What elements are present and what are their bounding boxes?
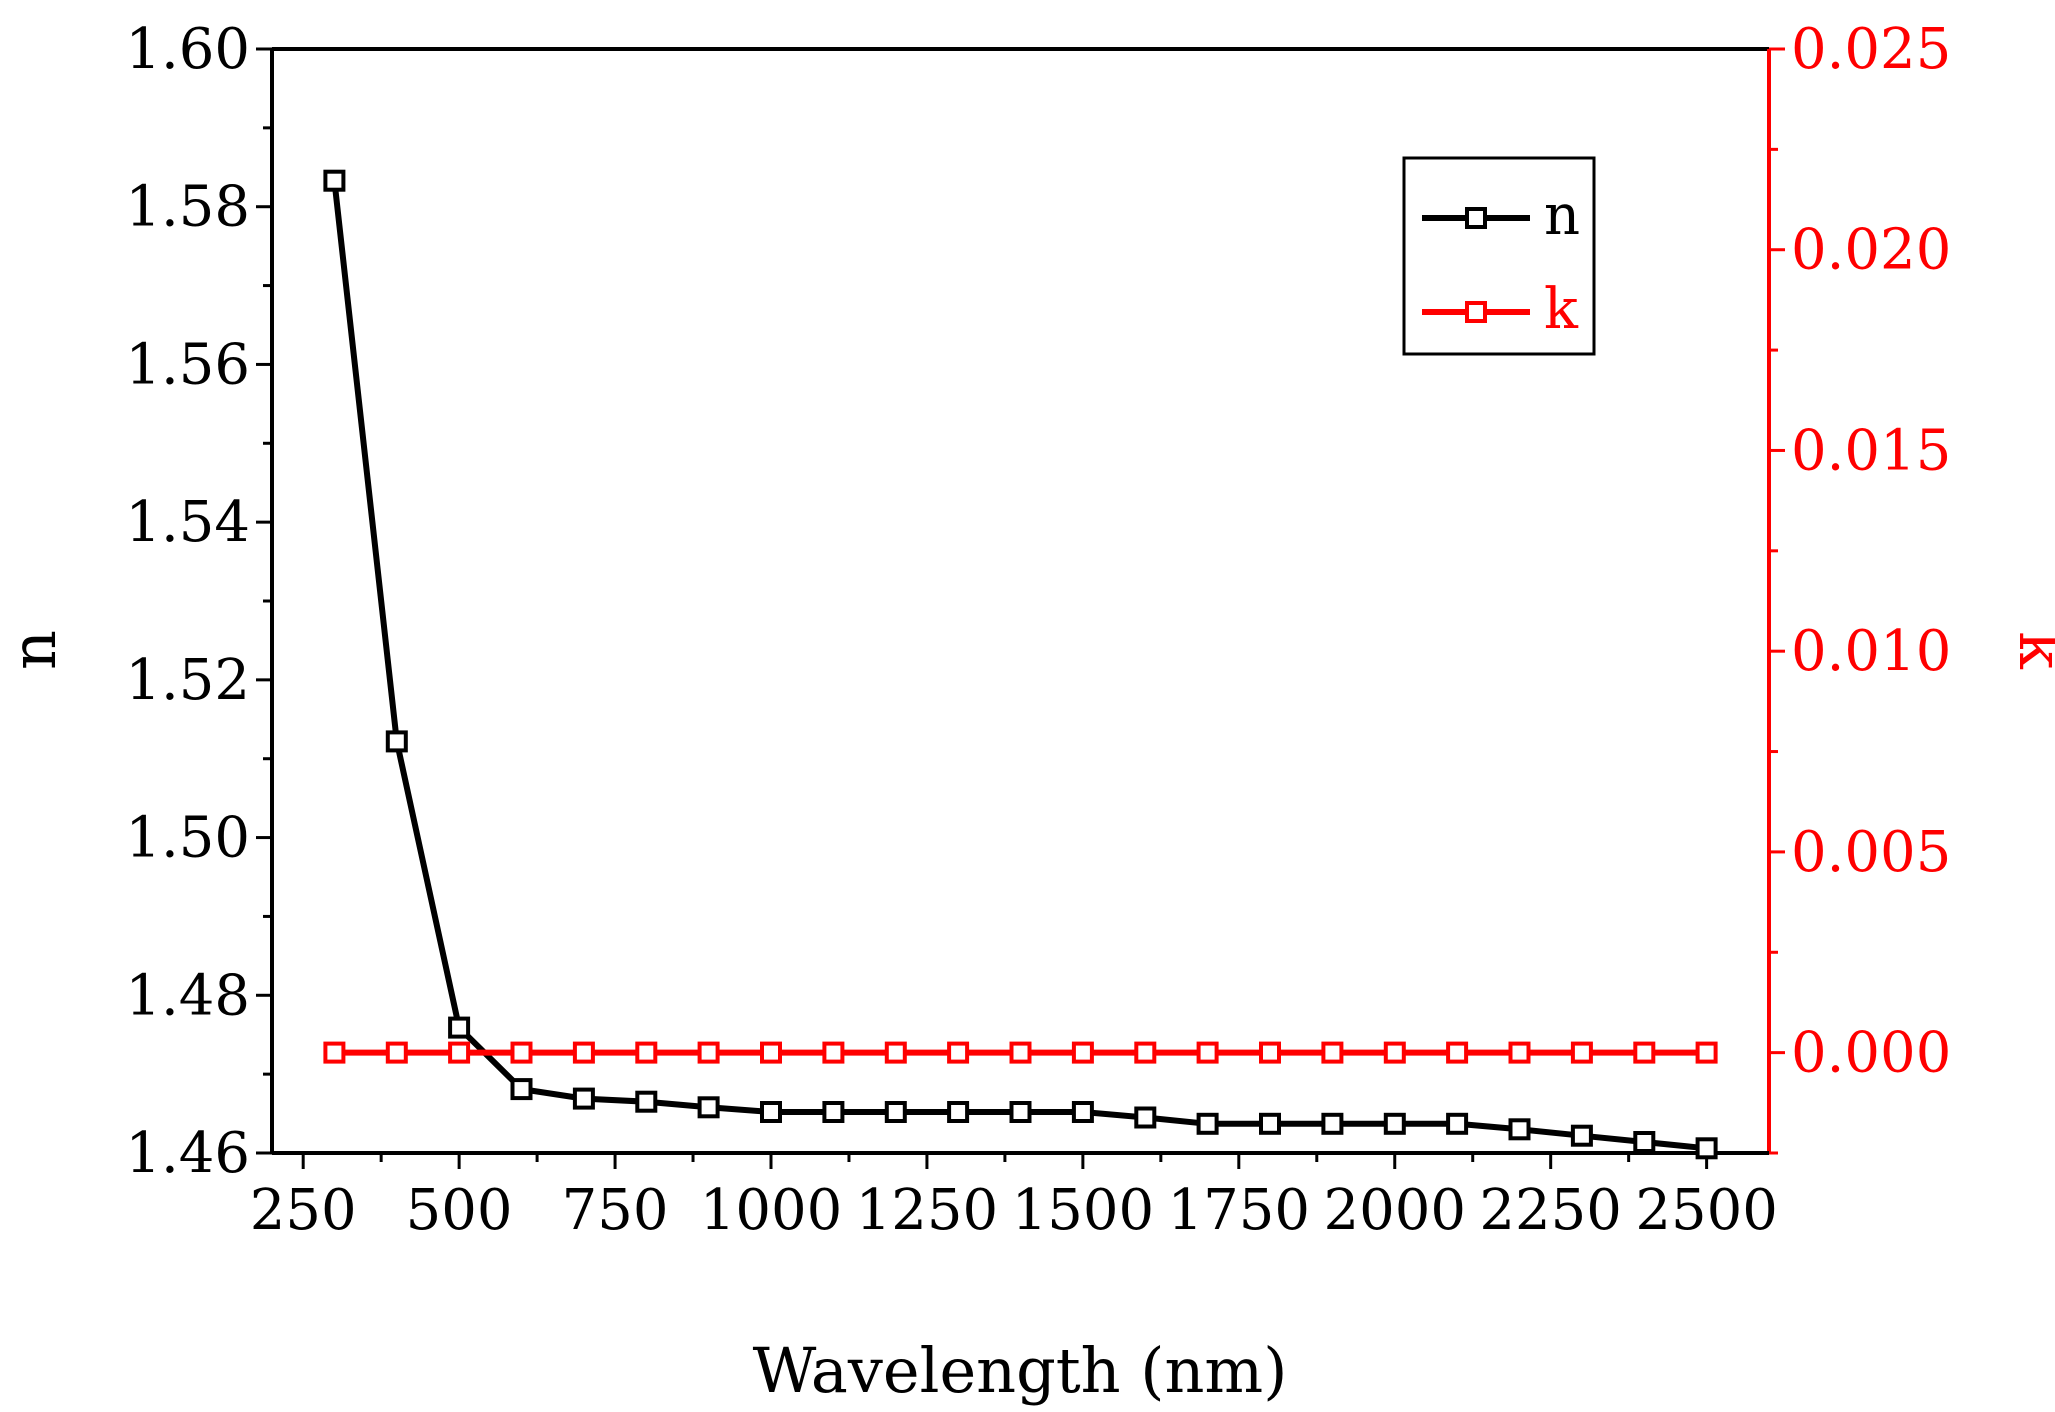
data-point-k <box>1071 1041 1094 1064</box>
x-tick-label: 500 <box>406 1178 513 1243</box>
data-point-k <box>760 1041 782 1064</box>
legend-label-n: n <box>1544 183 1580 248</box>
y2-tick-label: 0.010 <box>1791 619 1951 684</box>
data-point-n <box>822 1101 845 1123</box>
data-point-k <box>1695 1041 1718 1064</box>
y-tick-label: 1.54 <box>125 490 250 555</box>
y-tick-label: 1.52 <box>125 648 250 713</box>
data-point-n <box>1633 1131 1656 1153</box>
data-point-n <box>572 1087 595 1110</box>
data-point-n <box>510 1078 533 1101</box>
data-point-k <box>822 1041 845 1064</box>
y-tick-label: 1.46 <box>125 1121 250 1186</box>
data-point-k <box>323 1041 346 1064</box>
y2-tick-label: 0.020 <box>1791 218 1951 283</box>
data-point-n <box>1196 1112 1219 1135</box>
legend-box <box>1402 156 1596 356</box>
y2-tick-label: 0.025 <box>1791 17 1951 82</box>
data-point-k <box>1259 1041 1281 1064</box>
data-point-k <box>1446 1041 1469 1064</box>
data-point-k <box>635 1041 658 1064</box>
legend: n k <box>1402 156 1596 356</box>
data-point-n <box>760 1101 782 1123</box>
y-tick-label: 1.48 <box>125 963 250 1028</box>
legend-marker-n <box>1465 207 1487 229</box>
y-axis-title: n <box>0 630 70 670</box>
y-tick-label: 1.56 <box>125 332 250 397</box>
data-point-k <box>1633 1041 1656 1064</box>
data-point-k <box>572 1041 595 1064</box>
x-axis: 250 500 750 1000 1250 1500 1750 2000 2250 2500 <box>250 1151 1778 1243</box>
x-tick-label: 1000 <box>700 1178 843 1243</box>
data-point-k <box>1134 1041 1157 1064</box>
y2-tick-label: 0.005 <box>1791 820 1951 885</box>
y2-tick-label: 0.015 <box>1791 418 1951 483</box>
x-tick-label: 2000 <box>1323 1178 1466 1243</box>
data-point-k <box>1196 1041 1219 1064</box>
data-point-n <box>1009 1101 1032 1123</box>
data-point-n <box>1695 1137 1718 1160</box>
y-tick-label: 1.58 <box>125 175 250 240</box>
data-point-n <box>1383 1112 1406 1135</box>
data-point-k <box>947 1041 970 1064</box>
data-point-k <box>1321 1041 1344 1064</box>
series-layer <box>323 169 1718 1160</box>
x-tick-label: 1250 <box>856 1178 999 1243</box>
y-tick-label: 1.50 <box>125 806 250 871</box>
y2-axis-title: k <box>2005 631 2055 669</box>
data-point-k <box>385 1041 408 1064</box>
data-point-n <box>1570 1124 1593 1147</box>
y2-tick-label: 0.000 <box>1791 1021 1951 1086</box>
data-point-n <box>1071 1101 1094 1123</box>
data-point-n <box>635 1090 658 1113</box>
data-point-n <box>1321 1112 1344 1135</box>
x-axis-title: Wavelength (nm) <box>753 1334 1288 1407</box>
legend-label-k: k <box>1544 277 1579 342</box>
data-point-n <box>1508 1118 1531 1141</box>
x-tick-label: 250 <box>250 1178 357 1243</box>
data-point-k <box>697 1041 720 1064</box>
data-point-n <box>884 1101 907 1123</box>
y-tick-label: 1.60 <box>125 17 250 82</box>
x-tick-label: 1750 <box>1168 1178 1311 1243</box>
x-tick-label: 2250 <box>1479 1178 1622 1243</box>
data-point-k <box>448 1041 471 1064</box>
data-point-k <box>1508 1041 1531 1064</box>
data-point-n <box>448 1016 471 1039</box>
legend-marker-k <box>1465 301 1487 323</box>
right-axis: 0.000 0.005 0.010 0.015 0.020 0.025 <box>1767 17 1951 1155</box>
left-axis: 1.46 1.48 1.50 1.52 1.54 1.56 1.58 1.60 <box>125 17 274 1186</box>
data-point-k <box>1009 1041 1032 1064</box>
x-tick-label: 2500 <box>1635 1178 1778 1243</box>
data-point-n <box>1134 1106 1157 1129</box>
data-point-k <box>1383 1041 1406 1064</box>
data-point-n <box>323 169 346 192</box>
data-point-n <box>947 1101 970 1123</box>
data-point-n <box>697 1096 720 1119</box>
data-point-n <box>1259 1112 1281 1135</box>
x-tick-label: 750 <box>562 1178 669 1243</box>
data-point-k <box>510 1041 533 1064</box>
data-point-k <box>884 1041 907 1064</box>
data-point-k <box>1570 1041 1593 1064</box>
data-point-n <box>385 730 408 753</box>
data-point-n <box>1446 1112 1469 1135</box>
x-tick-label: 1500 <box>1012 1178 1155 1243</box>
